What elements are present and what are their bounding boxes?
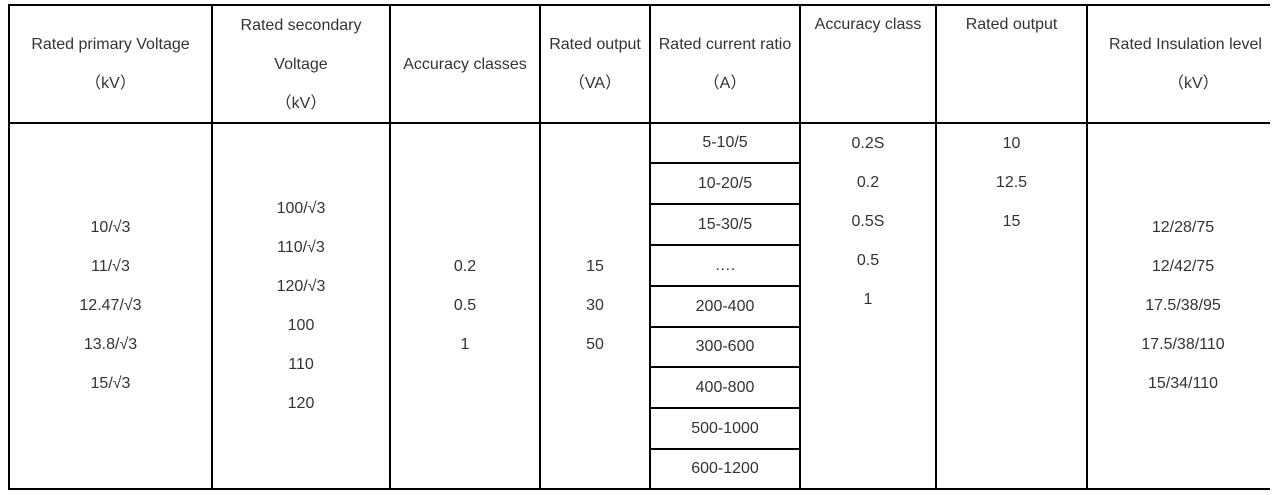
table-cell: 30 xyxy=(586,297,604,314)
ratio-divider xyxy=(650,366,800,368)
table-bottom-border xyxy=(8,488,1270,490)
header-text: Rated current ratio xyxy=(658,36,792,53)
table-cell: 15/√3 xyxy=(90,375,131,392)
table-cell: …. xyxy=(714,256,736,274)
header-accuracy-classes: Accuracy classes xyxy=(391,6,539,122)
table-cell: 0.5 xyxy=(453,297,477,314)
ratio-divider xyxy=(650,162,800,164)
table-cell: 17.5/38/95 xyxy=(1145,297,1221,314)
header-text: Accuracy classes xyxy=(403,55,527,73)
header-text: Accuracy class xyxy=(814,16,922,33)
header-text: Rated primary Voltage xyxy=(31,36,190,53)
table-cell: 0.5 xyxy=(856,252,880,269)
ratio-divider xyxy=(650,203,800,205)
current-ratio-cell: …. xyxy=(651,246,799,285)
table-cell: 400-800 xyxy=(695,378,755,396)
header-current-ratio: Rated current ratio （A） xyxy=(651,6,799,122)
header-primary-voltage: Rated primary Voltage （kV） xyxy=(10,6,211,122)
header-insulation-level: Rated Insulation level （kV） xyxy=(1088,6,1278,122)
table-cell: 13.8/√3 xyxy=(83,336,138,353)
current-ratio-cell: 600-1200 xyxy=(651,450,799,488)
header-rated-output-va: Rated output （VA） xyxy=(541,6,649,122)
column-divider xyxy=(8,4,10,490)
current-ratio-cell: 10-20/5 xyxy=(651,164,799,203)
table-cell: 0.2 xyxy=(453,258,477,275)
table-cell: 0.2 xyxy=(856,174,880,191)
ratio-divider xyxy=(650,244,800,246)
current-ratio-cell: 15-30/5 xyxy=(651,205,799,244)
table-cell: 1 xyxy=(460,336,470,353)
table-cell: 10-20/5 xyxy=(697,174,753,192)
table-cell: 10/√3 xyxy=(90,219,131,236)
header-text: Rated output xyxy=(549,36,641,53)
column-divider xyxy=(389,4,391,490)
table-cell: 17.5/38/110 xyxy=(1141,336,1225,353)
table-cell: 15/34/110 xyxy=(1148,375,1218,392)
table-cell: 100/√3 xyxy=(276,200,326,217)
table-cell: 10 xyxy=(1002,135,1021,152)
table-cell: 0.2S xyxy=(851,135,885,152)
accuracy-class-list: 0.2S 0.2 0.5S 0.5 1 xyxy=(801,124,935,319)
current-ratio-cell: 500-1000 xyxy=(651,409,799,448)
header-rated-output: Rated output xyxy=(937,5,1086,44)
accuracy-classes-list: 0.2 0.5 1 xyxy=(391,247,539,364)
column-divider xyxy=(649,4,651,490)
header-secondary-voltage: Rated secondary Voltage （kV） xyxy=(213,6,389,122)
header-unit: （A） xyxy=(703,75,747,92)
table-cell: 12/42/75 xyxy=(1151,258,1215,275)
header-text: Voltage xyxy=(274,55,328,73)
current-ratio-cell: 200-400 xyxy=(651,287,799,326)
table-cell: 600-1200 xyxy=(691,460,759,477)
header-text: Rated Insulation level xyxy=(1109,36,1262,53)
table-cell: 15 xyxy=(586,258,604,275)
table-cell: 12.5 xyxy=(995,174,1028,191)
header-unit: （VA） xyxy=(568,75,622,92)
table-top-border xyxy=(8,4,1270,6)
table-cell: 15 xyxy=(1002,213,1021,230)
table-cell: 200-400 xyxy=(695,297,755,315)
table-cell: 300-600 xyxy=(695,338,755,355)
insulation-level-list: 12/28/75 12/42/75 17.5/38/95 17.5/38/110… xyxy=(1088,208,1278,403)
column-divider xyxy=(935,4,937,490)
table-cell: 100 xyxy=(287,317,315,334)
table-cell: 120 xyxy=(287,395,315,412)
header-unit: （kV） xyxy=(85,75,136,92)
current-ratio-cell: 300-600 xyxy=(651,328,799,366)
current-ratio-cell: 400-800 xyxy=(651,368,799,407)
rated-output-list: 10 12.5 15 xyxy=(937,124,1086,241)
ratio-divider xyxy=(650,326,800,328)
ratio-divider xyxy=(650,448,800,450)
header-text: Rated output xyxy=(965,16,1058,33)
header-unit: （kV） xyxy=(1168,75,1219,92)
header-divider xyxy=(8,122,1270,124)
secondary-voltage-list: 100/√3 110/√3 120/√3 100 110 120 xyxy=(213,189,389,423)
table-cell: 500-1000 xyxy=(691,419,759,437)
primary-voltage-list: 10/√3 11/√3 12.47/√3 13.8/√3 15/√3 xyxy=(10,208,211,403)
ratio-divider xyxy=(650,407,800,409)
rated-output-va-list: 15 30 50 xyxy=(541,247,649,364)
table-cell: 12.47/√3 xyxy=(79,297,142,314)
header-text: Rated secondary xyxy=(240,16,362,34)
table-cell: 120/√3 xyxy=(276,278,326,295)
column-divider xyxy=(539,4,541,490)
column-divider xyxy=(1086,4,1088,490)
header-accuracy-class: Accuracy class xyxy=(801,5,935,44)
table-cell: 12/28/75 xyxy=(1151,219,1215,236)
column-divider xyxy=(211,4,213,490)
table-cell: 5-10/5 xyxy=(702,134,748,151)
current-ratio-cell: 5-10/5 xyxy=(651,124,799,162)
table-cell: 0.5S xyxy=(851,213,885,230)
table-cell: 50 xyxy=(586,336,604,353)
ratio-divider xyxy=(650,285,800,287)
table-cell: 110 xyxy=(288,356,314,373)
table-cell: 1 xyxy=(863,291,873,308)
table-cell: 110/√3 xyxy=(277,239,325,256)
table-cell: 11/√3 xyxy=(91,258,130,275)
column-divider xyxy=(799,4,801,490)
header-unit: （kV） xyxy=(275,94,327,112)
table-cell: 15-30/5 xyxy=(697,215,753,233)
